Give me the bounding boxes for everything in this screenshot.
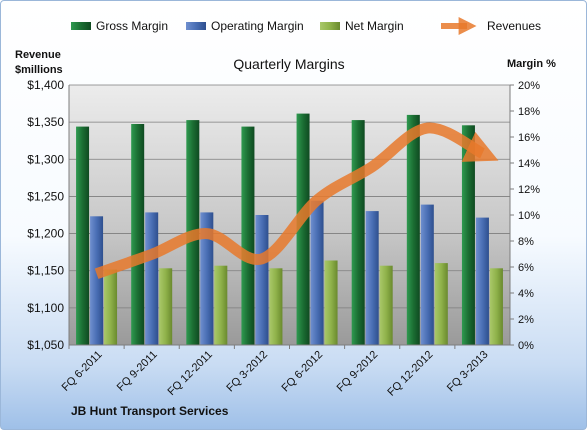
legend-net-swatch	[320, 22, 340, 30]
left-axis-ticks: $1,050 $1,100 $1,150 $1,200 $1,250 $1,300 $1,3…	[27, 78, 70, 352]
legend: Gross Margin Operating Margin Net Margin…	[71, 17, 541, 35]
chart-title: Quarterly Margins	[233, 56, 344, 72]
net-margin-bar	[159, 268, 173, 345]
right-axis-tick-label: 0%	[518, 340, 534, 352]
left-axis-label-line2: $millions	[15, 64, 63, 76]
gross-margin-bar	[131, 124, 145, 345]
legend-net-label: Net Margin	[345, 19, 404, 33]
left-axis-tick-label: $1,300	[27, 152, 64, 166]
operating-margin-bar	[475, 217, 489, 345]
bars-group	[76, 113, 503, 346]
right-axis-tick-label: 10%	[518, 210, 540, 222]
operating-margin-bar	[145, 212, 159, 345]
legend-operating-swatch	[186, 22, 206, 30]
revenue-line-group	[94, 122, 499, 279]
left-axis-label-line1: Revenue	[15, 49, 61, 61]
gross-margin-bar	[296, 113, 310, 345]
operating-margin-bar	[420, 204, 434, 345]
left-axis-tick-label: $1,050	[27, 338, 64, 352]
gross-margin-bar	[461, 125, 475, 345]
x-tick-label: FQ 6-2011	[60, 349, 105, 394]
right-axis-tick-label: 12%	[518, 184, 540, 196]
net-margin-bar	[269, 268, 283, 345]
gross-margin-bar	[76, 126, 90, 345]
net-margin-bar	[434, 263, 448, 345]
left-axis-tick-label: $1,150	[27, 264, 64, 278]
left-axis-tick-label: $1,350	[27, 115, 64, 129]
right-axis-tick-label: 8%	[518, 236, 534, 248]
gross-margin-bar	[241, 126, 255, 345]
net-margin-bar	[104, 269, 118, 345]
legend-gross-swatch	[71, 22, 91, 30]
operating-margin-bar	[200, 212, 214, 345]
right-axis-label: Margin %	[507, 58, 556, 70]
right-axis-tick-label: 18%	[518, 106, 540, 118]
operating-margin-bar	[310, 200, 324, 345]
gross-margin-bar	[351, 120, 365, 345]
operating-margin-bar	[255, 215, 269, 345]
legend-revenues-label: Revenues	[487, 19, 541, 33]
net-margin-bar	[324, 260, 338, 345]
operating-margin-bar	[365, 211, 379, 345]
x-tick-label: FQ 9-2011	[115, 349, 160, 394]
x-tick-label: FQ 6-2012	[280, 349, 326, 395]
net-margin-bar	[214, 265, 228, 345]
right-axis-tick-label: 2%	[518, 314, 534, 326]
net-margin-bar	[379, 265, 393, 345]
right-axis-tick-label: 4%	[518, 288, 534, 300]
right-axis-ticks: 0% 2% 4% 6% 8% 10% 12% 14% 16% 18% 20%	[509, 80, 540, 352]
x-axis-ticks: FQ 6-2011 FQ 9-2011 FQ 12-2011 FQ 3-2012 FQ …	[60, 344, 510, 399]
x-tick-label: FQ 12-2012	[385, 349, 435, 399]
left-axis-tick-label: $1,250	[27, 189, 64, 203]
x-tick-label: FQ 12-2011	[166, 349, 215, 398]
gross-margin-bar	[406, 114, 420, 346]
left-axis-tick-label: $1,100	[27, 301, 64, 315]
x-tick-label: FQ 3-2013	[445, 349, 491, 395]
right-axis-tick-label: 20%	[518, 80, 540, 92]
legend-operating-label: Operating Margin	[211, 19, 304, 33]
right-axis-tick-label: 16%	[518, 132, 540, 144]
operating-margin-bar	[90, 216, 104, 345]
x-tick-label: FQ 9-2012	[335, 349, 381, 395]
left-axis-tick-label: $1,400	[27, 78, 64, 92]
right-axis-tick-label: 6%	[518, 262, 534, 274]
net-margin-bar	[489, 268, 503, 345]
left-axis-tick-label: $1,200	[27, 227, 64, 241]
right-axis-tick-label: 14%	[518, 158, 540, 170]
x-tick-label: FQ 3-2012	[224, 349, 270, 395]
legend-gross-label: Gross Margin	[96, 19, 168, 33]
revenues-line	[94, 122, 499, 279]
company-name: JB Hunt Transport Services	[71, 404, 229, 418]
